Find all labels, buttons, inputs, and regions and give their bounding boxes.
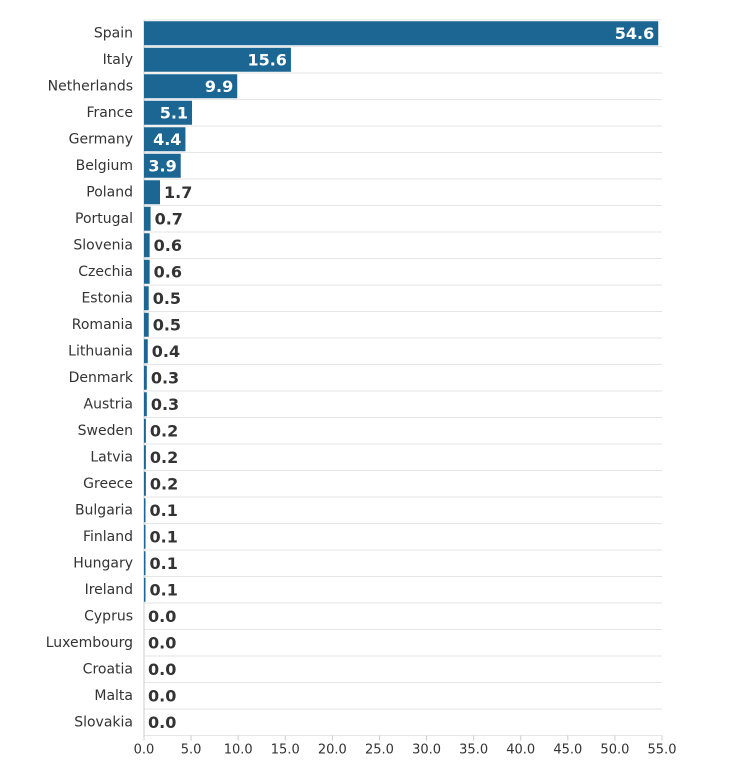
category-label: Cyprus <box>84 608 133 624</box>
bar <box>144 233 150 258</box>
bar <box>144 100 193 125</box>
category-label: Sweden <box>78 423 133 439</box>
x-tick-label: 10.0 <box>224 743 253 758</box>
value-label: 0.2 <box>150 448 178 467</box>
x-tick-label: 20.0 <box>318 743 347 758</box>
value-label: 0.3 <box>151 395 179 414</box>
category-label: Luxembourg <box>46 635 133 651</box>
value-label: 0.0 <box>148 686 176 705</box>
category-label: Romania <box>72 317 133 333</box>
bars <box>144 21 659 602</box>
x-tick-label: 30.0 <box>412 743 441 758</box>
x-tick-label: 35.0 <box>459 743 488 758</box>
value-label: 0.0 <box>148 607 176 626</box>
bar <box>144 259 150 284</box>
bar <box>144 21 659 46</box>
x-tick-label: 50.0 <box>600 743 629 758</box>
value-label: 0.1 <box>150 580 178 599</box>
x-tick-label: 25.0 <box>365 743 394 758</box>
category-label: Finland <box>83 529 133 545</box>
category-label: Portugal <box>75 211 133 227</box>
value-label: 0.5 <box>153 315 181 334</box>
category-label: Estonia <box>81 290 133 306</box>
category-label: France <box>86 105 133 121</box>
value-labels: 54.6 15.6 9.9 5.1 4.4 3.9 1.7 0.7 0.6 0.6 0.5 0.5 0.… <box>148 24 654 732</box>
value-label: 0.0 <box>148 713 176 732</box>
bar <box>144 206 151 231</box>
category-label: Croatia <box>83 661 133 677</box>
x-tick-label: 55.0 <box>648 743 677 758</box>
category-label: Ireland <box>85 582 133 598</box>
value-label: 0.7 <box>155 209 183 228</box>
category-label: Lithuania <box>68 343 133 359</box>
gridlines <box>143 19 662 736</box>
category-label: Slovenia <box>73 237 133 253</box>
value-label: 0.1 <box>150 554 178 573</box>
value-label: 0.5 <box>153 289 181 308</box>
value-label: 0.2 <box>150 474 178 493</box>
value-label: 9.9 <box>205 77 233 96</box>
bar <box>144 392 147 417</box>
value-label: 0.4 <box>152 342 180 361</box>
bar <box>144 339 148 364</box>
category-label: Netherlands <box>48 78 133 94</box>
value-label: 3.9 <box>148 156 176 175</box>
value-label: 0.0 <box>148 633 176 652</box>
bar <box>144 445 146 470</box>
value-label: 4.4 <box>153 130 181 149</box>
category-label: Bulgaria <box>75 502 133 518</box>
value-label: 54.6 <box>615 24 654 43</box>
x-tick-label: 40.0 <box>506 743 535 758</box>
bar <box>144 577 146 602</box>
bar <box>144 47 291 72</box>
category-label: Germany <box>69 131 133 147</box>
value-label: 1.7 <box>164 183 192 202</box>
category-label: Denmark <box>69 370 134 386</box>
bar <box>144 418 146 443</box>
value-label: 0.2 <box>150 421 178 440</box>
x-tick-label: 15.0 <box>271 743 300 758</box>
value-label: 0.1 <box>150 501 178 520</box>
bar <box>144 471 146 496</box>
bar <box>144 153 181 178</box>
category-label: Czechia <box>78 264 133 280</box>
bar <box>144 286 149 311</box>
category-label: Latvia <box>90 449 133 465</box>
category-label: Hungary <box>73 555 133 571</box>
value-label: 0.3 <box>151 368 179 387</box>
x-tick-label: 45.0 <box>553 743 582 758</box>
x-tick-label: 0.0 <box>134 743 155 758</box>
category-label: Spain <box>94 25 133 41</box>
category-labels: Spain Italy Netherlands France Germany Belgiu… <box>46 25 134 730</box>
bar <box>144 365 147 390</box>
value-label: 5.1 <box>160 103 188 122</box>
category-label: Belgium <box>76 158 133 174</box>
bar <box>144 498 146 523</box>
x-axis: 0.0 5.0 10.0 15.0 20.0 25.0 30.0 35.0 40.0 45.0 50… <box>134 735 677 758</box>
category-label: Poland <box>86 184 133 200</box>
bar <box>144 74 238 99</box>
bar <box>144 551 146 576</box>
bar <box>144 312 149 337</box>
value-label: 0.0 <box>148 660 176 679</box>
bar <box>144 127 186 152</box>
bar <box>144 524 146 549</box>
value-label: 0.6 <box>154 262 182 281</box>
x-tick-label: 5.0 <box>181 743 202 758</box>
category-label: Slovakia <box>74 714 133 730</box>
category-label: Austria <box>84 396 133 412</box>
category-label: Malta <box>94 688 133 704</box>
category-label: Italy <box>103 52 133 68</box>
value-label: 0.1 <box>150 527 178 546</box>
value-label: 15.6 <box>247 50 286 69</box>
category-label: Greece <box>83 476 133 492</box>
value-label: 0.6 <box>154 236 182 255</box>
bar <box>144 180 161 205</box>
